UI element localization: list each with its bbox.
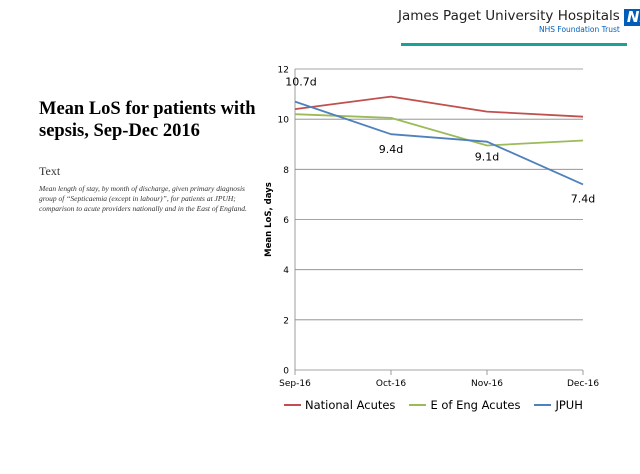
legend-label: JPUH [555, 398, 583, 412]
chart-legend: National Acutes E of Eng Acutes JPUH [284, 398, 583, 412]
y-tick-label: 4 [283, 266, 289, 276]
series-line-e-of-eng-acutes [294, 113, 584, 147]
y-axis-title: Mean LoS, days [264, 182, 274, 257]
y-tick-label: 8 [283, 166, 289, 176]
organisation-subtitle: NHS Foundation Trust [539, 25, 620, 34]
data-label: 7.4d [571, 192, 595, 205]
slide-title: Mean LoS for patients with sepsis, Sep-D… [39, 99, 256, 141]
data-label: 10.7d [285, 76, 316, 89]
legend-item-jpuh: JPUH [534, 398, 583, 412]
y-tick-label: 2 [283, 316, 289, 326]
section-heading: Text [39, 164, 61, 178]
series-line-jpuh [294, 100, 584, 186]
header-divider [401, 43, 627, 46]
y-tick-label: 10 [278, 116, 290, 126]
x-tick-label: Dec-16 [567, 379, 599, 389]
y-tick-label: 0 [283, 367, 289, 377]
series-line-national-acutes [294, 95, 584, 118]
y-tick-label: 12 [278, 66, 289, 76]
organisation-header: James Paget University Hospitals NHS Fou… [398, 8, 640, 35]
legend-label: National Acutes [305, 398, 396, 412]
nhs-logo: NHS [623, 9, 640, 26]
organisation-text: James Paget University Hospitals NHS Fou… [398, 8, 620, 35]
organisation-name: James Paget University Hospitals [398, 8, 620, 24]
legend-label: E of Eng Acutes [430, 398, 521, 412]
legend-swatch [534, 404, 552, 406]
x-tick-label: Sep-16 [279, 379, 311, 389]
chart-description: Mean length of stay, by month of dischar… [39, 184, 247, 213]
legend-swatch [284, 404, 301, 406]
y-tick-label: 6 [283, 216, 289, 226]
legend-swatch [409, 404, 427, 406]
data-label: 9.1d [475, 151, 499, 164]
x-tick-label: Oct-16 [376, 379, 407, 389]
legend-item-national-acutes: National Acutes [284, 398, 395, 412]
x-tick-label: Nov-16 [471, 379, 503, 389]
legend-item-e-of-eng-acutes: E of Eng Acutes [409, 398, 520, 412]
data-label: 9.4d [379, 143, 403, 156]
